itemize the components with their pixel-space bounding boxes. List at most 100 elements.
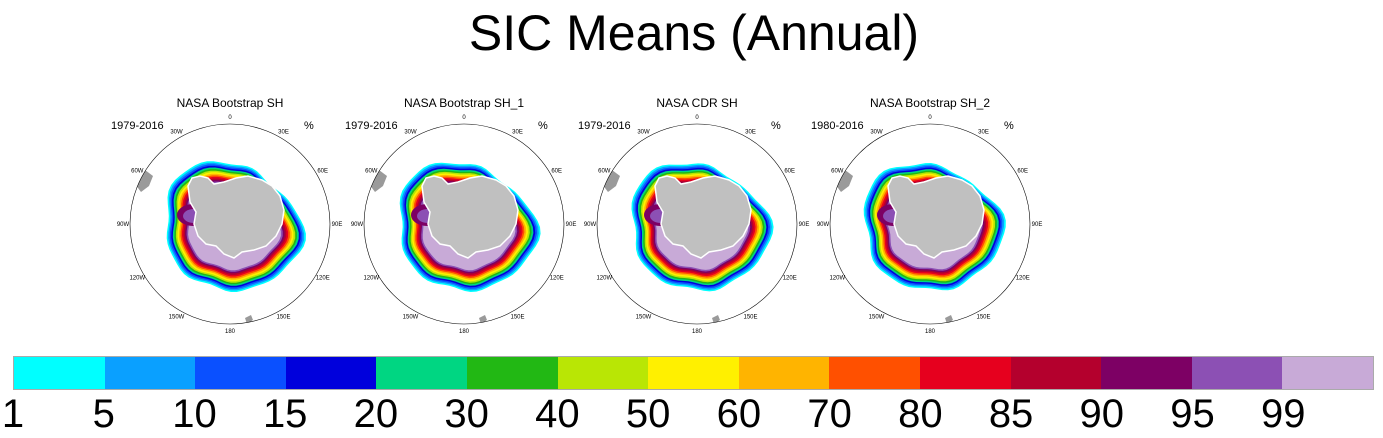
panel-title: NASA Bootstrap SH_2 — [869, 96, 991, 110]
new-zealand — [245, 315, 253, 324]
longitude-label: 150W — [869, 315, 885, 321]
panel-title: NASA Bootstrap SH_1 — [403, 96, 525, 110]
new-zealand — [712, 315, 720, 324]
longitude-label: 180 — [225, 329, 236, 335]
longitude-label: 120W — [596, 276, 612, 282]
longitude-label: 60E — [784, 169, 795, 175]
longitude-label: 120E — [1016, 276, 1030, 282]
longitude-label: 0 — [462, 115, 466, 121]
colorbar-tick-label: 70 — [807, 392, 852, 436]
longitude-label: 0 — [928, 115, 932, 121]
colorbar-swatch — [919, 357, 1011, 389]
map-panel: NASA Bootstrap SH_1 1979-2016% 0 30E 60E 90E 1… — [345, 94, 579, 335]
colorbar-tick-label: 15 — [262, 392, 308, 436]
longitude-label: 60E — [1017, 169, 1028, 175]
colorbar-swatch — [1282, 357, 1373, 389]
longitude-label: 60W — [831, 169, 844, 175]
longitude-label: 120W — [363, 276, 379, 282]
panel-units: % — [538, 120, 548, 132]
longitude-label: 120W — [129, 276, 145, 282]
polar-map: 0 30E 60E 90E 120E 150E 180 150W 120W 90W 60W 30W — [817, 115, 1043, 335]
panel-title: NASA CDR SH — [656, 96, 738, 110]
longitude-label: 90E — [332, 222, 343, 228]
panel-units: % — [771, 120, 781, 132]
colorbar-tick-label: 90 — [1079, 392, 1125, 436]
colorbar-tick-label: 80 — [898, 392, 943, 436]
longitude-label: 180 — [459, 329, 470, 335]
longitude-label: 150E — [510, 315, 524, 321]
longitude-label: 150E — [976, 315, 990, 321]
colorbar-swatch — [104, 357, 196, 389]
colorbar-swatch — [557, 357, 649, 389]
map-boundary — [829, 123, 1031, 325]
antarctica-landmass — [421, 175, 519, 259]
colorbar-tick-label: 20 — [353, 392, 399, 436]
polar-map: 0 30E 60E 90E 120E 150E 180 150W 120W 90W 60W 30W — [117, 115, 343, 335]
colorbar-tick-label: 5 — [92, 392, 115, 436]
panel-period: 1979-2016 — [345, 120, 398, 132]
colorbar-swatch — [1010, 357, 1102, 389]
longitude-label: 150W — [403, 315, 419, 321]
panel-period: 1979-2016 — [111, 120, 164, 132]
colorbar-swatch — [14, 357, 105, 389]
longitude-label: 150W — [169, 315, 185, 321]
longitude-label: 60E — [317, 169, 328, 175]
longitude-label: 90W — [584, 222, 597, 228]
longitude-label: 150E — [743, 315, 757, 321]
longitude-label: 180 — [692, 329, 703, 335]
colorbar-swatch — [738, 357, 830, 389]
chart-title: SIC Means (Annual) — [468, 5, 920, 61]
map-panel: NASA Bootstrap SH 1979-2016% 0 30E 60E 90E 120… — [111, 94, 345, 335]
colorbar-tick-label: 10 — [172, 392, 217, 436]
longitude-label: 150W — [636, 315, 652, 321]
polar-map: 0 30E 60E 90E 120E 150E 180 150W 120W 90W 60W 30W — [584, 115, 810, 335]
longitude-label: 90W — [817, 222, 830, 228]
longitude-label: 30W — [170, 129, 183, 135]
longitude-label: 0 — [695, 115, 699, 121]
colorbar-swatch — [376, 357, 467, 389]
longitude-label: 90E — [1032, 222, 1043, 228]
longitude-label: 60W — [131, 169, 144, 175]
colorbar-tick-label: 40 — [535, 392, 580, 436]
antarctica-landmass — [887, 175, 985, 259]
longitude-label: 30E — [745, 129, 756, 135]
longitude-label: 0 — [228, 115, 232, 121]
panel-period: 1980-2016 — [811, 120, 864, 132]
longitude-label: 90E — [799, 222, 810, 228]
colorbar-tick-label: 60 — [716, 392, 762, 436]
longitude-label: 90E — [566, 222, 577, 228]
longitude-label: 180 — [925, 329, 936, 335]
colorbar-swatch — [285, 357, 377, 389]
colorbar-swatch — [829, 357, 920, 389]
map-boundary — [596, 123, 798, 325]
colorbar-tick-label: 1 — [1, 392, 25, 436]
colorbar-tick-label: 95 — [1170, 392, 1215, 436]
longitude-label: 120E — [783, 276, 797, 282]
longitude-label: 120E — [316, 276, 330, 282]
longitude-label: 90W — [117, 222, 130, 228]
longitude-label: 60W — [598, 169, 611, 175]
longitude-label: 60W — [365, 169, 378, 175]
colorbar-tick-label: 99 — [1261, 392, 1306, 436]
longitude-label: 30W — [637, 129, 650, 135]
longitude-label: 90W — [351, 222, 364, 228]
antarctica-landmass — [654, 175, 752, 259]
colorbar-swatch — [1101, 357, 1192, 389]
longitude-label: 30E — [278, 129, 289, 135]
colorbar — [13, 356, 1374, 390]
longitude-label: 60E — [551, 169, 562, 175]
longitude-label: 30W — [870, 129, 883, 135]
panel-units: % — [1004, 120, 1014, 132]
new-zealand — [945, 315, 953, 324]
colorbar-tick-label: 50 — [625, 392, 671, 436]
colorbar-swatch — [648, 357, 739, 389]
colorbar-swatch — [466, 357, 558, 389]
colorbar-tick-label: 85 — [988, 392, 1034, 436]
longitude-label: 30W — [404, 129, 417, 135]
panel-title: NASA Bootstrap SH — [176, 96, 284, 110]
colorbar-swatch — [195, 357, 286, 389]
longitude-label: 30E — [978, 129, 989, 135]
map-boundary — [129, 123, 331, 325]
panel-period: 1979-2016 — [578, 120, 631, 132]
longitude-label: 120E — [550, 276, 564, 282]
